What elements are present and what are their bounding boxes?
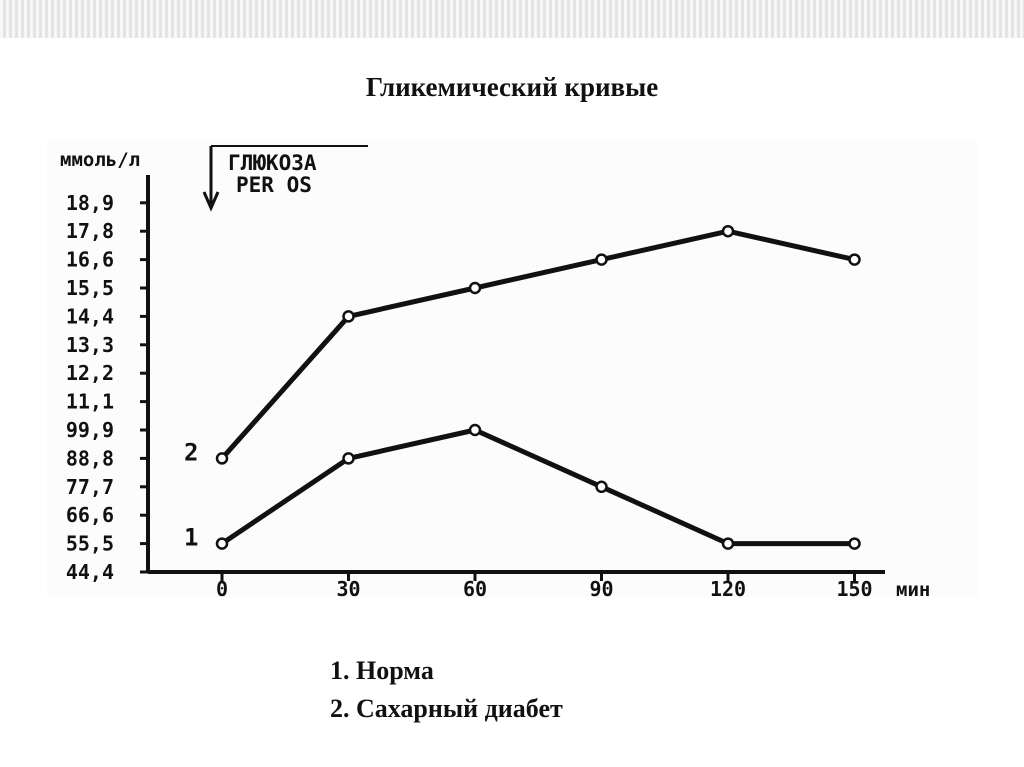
data-point xyxy=(721,224,735,238)
series-line-1 xyxy=(220,427,855,547)
glucose-arrow-head xyxy=(202,191,220,212)
y-tick-label: 13,3 xyxy=(66,333,114,357)
legend-item-diabetes: 2. Сахарный диабет xyxy=(330,694,563,723)
x-tick-label: 0 xyxy=(216,577,228,601)
legend-item-normal: 1. Норма xyxy=(330,656,434,685)
data-point xyxy=(721,537,735,550)
data-point xyxy=(848,253,861,266)
y-tick-label: 15,5 xyxy=(66,276,114,300)
legend: 1. Норма 2. Сахарный диабет xyxy=(330,652,563,728)
x-tick-label: 30 xyxy=(336,577,360,601)
y-tick-label: 12,2 xyxy=(66,361,114,385)
y-tick-label: 16,6 xyxy=(66,248,114,272)
y-tick-label: 55,5 xyxy=(66,532,114,556)
y-tick-label: 11,1 xyxy=(66,390,114,414)
series-line-2 xyxy=(220,228,856,461)
chart-lines xyxy=(215,224,861,550)
data-point xyxy=(342,310,355,323)
y-tick-label: 66,6 xyxy=(66,503,114,527)
chart-ticks: 44,4 55,5 66,6 77,7 88,8 99,9 11,1 12,2 13,3 14,4… xyxy=(66,191,873,601)
y-tick-label: 77,7 xyxy=(66,475,114,499)
y-tick-label: 14,4 xyxy=(66,304,114,328)
y-tick-label: 44,4 xyxy=(66,560,114,584)
x-tick-label: 150 xyxy=(836,577,872,601)
chart-panel xyxy=(47,140,978,597)
chart-axes xyxy=(146,175,885,574)
x-tick-label: 90 xyxy=(589,577,613,601)
data-point xyxy=(468,281,482,295)
y-tick-label: 18,9 xyxy=(66,191,114,215)
y-axis-unit-label: ммоль/л xyxy=(60,149,140,171)
data-point xyxy=(342,452,355,465)
y-tick-label: 17,8 xyxy=(66,219,114,243)
data-point xyxy=(595,253,608,266)
data-point xyxy=(215,537,229,550)
data-point xyxy=(468,423,482,437)
y-tick-label: 88,8 xyxy=(66,446,114,470)
y-tick-label: 99,9 xyxy=(66,418,114,442)
data-point xyxy=(848,537,861,550)
slide-title: Гликемический кривые xyxy=(365,72,659,102)
series-label-1: 1 xyxy=(184,524,198,552)
x-tick-label: 60 xyxy=(463,577,487,601)
glucose-annotation-line1: ГЛЮКОЗА xyxy=(228,151,317,175)
x-tick-label: 120 xyxy=(710,577,746,601)
data-point xyxy=(215,452,229,465)
glucose-annotation-line2: PER OS xyxy=(236,173,312,197)
x-axis-unit-label: мин xyxy=(896,579,930,601)
data-point xyxy=(595,480,608,494)
series-label-2: 2 xyxy=(184,438,198,466)
